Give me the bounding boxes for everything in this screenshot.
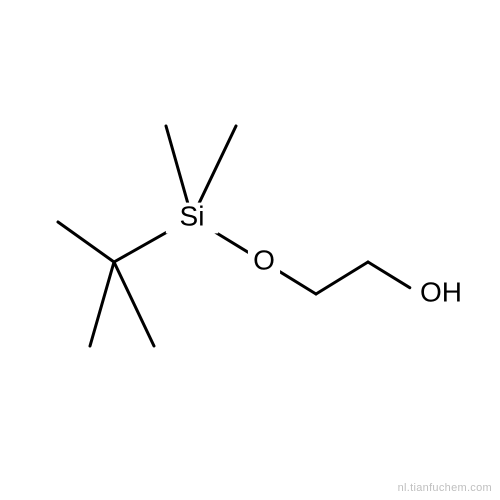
bond: [316, 262, 368, 294]
bond: [58, 222, 114, 262]
atom-label-OH: OH: [420, 276, 462, 307]
bond: [90, 262, 114, 346]
watermark-text: nl.tianfuchem.com: [398, 482, 492, 494]
bond: [199, 126, 236, 204]
bond: [368, 262, 410, 288]
bond: [114, 262, 154, 346]
bond: [166, 126, 188, 203]
bond: [276, 269, 316, 294]
bonds-group: [58, 126, 410, 346]
atom-label-O1: O: [253, 244, 275, 275]
molecule-diagram: Si O OH: [0, 0, 500, 500]
atom-label-Si: Si: [180, 200, 205, 231]
